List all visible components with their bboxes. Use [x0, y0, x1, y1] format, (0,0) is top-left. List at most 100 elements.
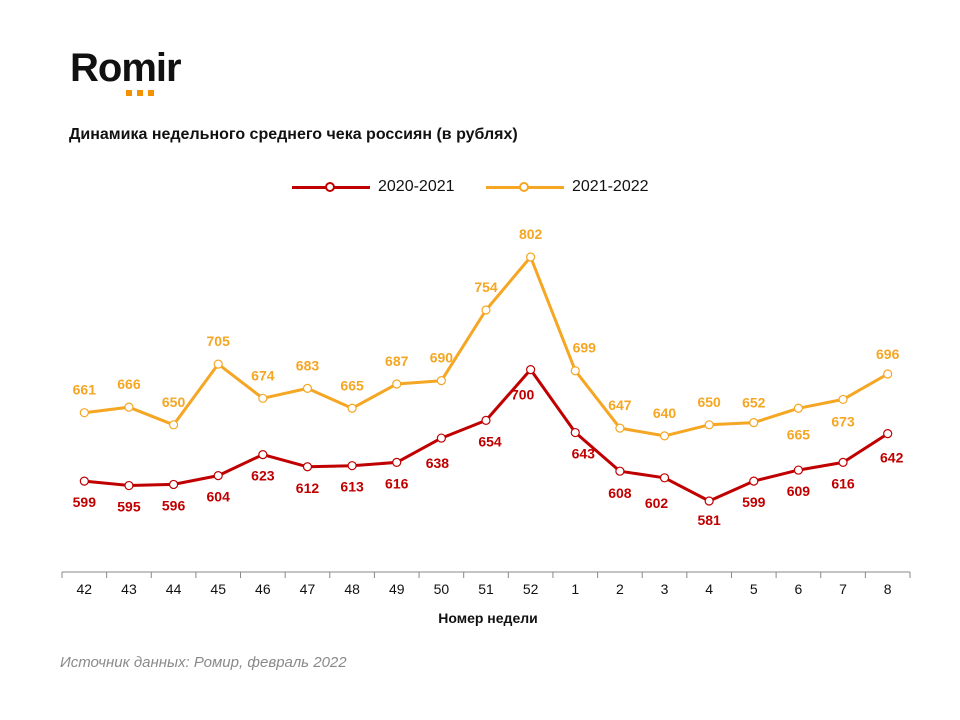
x-tick-label: 48: [344, 581, 360, 597]
x-tick-label: 7: [839, 581, 847, 597]
x-tick-label: 1: [571, 581, 579, 597]
data-point: [124, 480, 134, 491]
data-label: 650: [697, 394, 721, 410]
data-label: 616: [385, 475, 409, 491]
data-point: [258, 393, 268, 403]
data-point: [838, 457, 848, 467]
data-point: [659, 431, 670, 441]
data-label: 661: [73, 382, 97, 398]
data-label: 642: [880, 450, 904, 466]
legend-item-2020-2021: 2020-2021: [292, 178, 455, 196]
x-tick-label: 44: [166, 581, 182, 597]
data-label: 638: [426, 455, 450, 471]
x-tick-label: 6: [795, 581, 803, 597]
data-label: 690: [430, 350, 454, 366]
data-point: [79, 476, 89, 486]
data-point: [79, 408, 89, 418]
data-label: 640: [653, 405, 677, 421]
x-tick-label: 43: [121, 581, 137, 597]
x-tick-label: 46: [255, 581, 271, 597]
data-label: 643: [572, 446, 596, 462]
data-label: 609: [787, 483, 811, 499]
data-point: [526, 365, 536, 375]
data-label: 623: [251, 468, 275, 484]
data-point: [615, 466, 625, 476]
data-label: 666: [117, 376, 141, 392]
data-point: [347, 461, 357, 471]
data-point: [704, 496, 714, 506]
data-point: [481, 415, 491, 426]
data-label: 687: [385, 353, 409, 369]
data-label: 647: [608, 397, 632, 413]
x-tick-label: 42: [77, 581, 93, 597]
data-label: 654: [478, 433, 502, 449]
data-point: [883, 429, 893, 439]
x-tick-label: 51: [478, 581, 494, 597]
legend-label: 2020-2021: [378, 178, 455, 195]
data-point: [213, 471, 223, 481]
data-point: [570, 427, 580, 438]
data-point: [570, 366, 580, 376]
data-label: 754: [474, 279, 498, 295]
data-point: [302, 383, 313, 393]
data-point: [615, 423, 625, 433]
data-label: 665: [340, 377, 364, 393]
data-point: [392, 379, 402, 389]
data-point: [749, 476, 759, 486]
data-point: [883, 369, 893, 379]
data-point: [392, 457, 402, 467]
legend-label: 2021-2022: [572, 178, 649, 195]
data-point: [659, 473, 670, 483]
data-label: 595: [117, 499, 141, 515]
x-tick-label: 49: [389, 581, 405, 597]
data-label: 581: [697, 512, 721, 528]
data-label: 652: [742, 395, 766, 411]
x-tick-label: 5: [750, 581, 758, 597]
data-point: [793, 465, 804, 475]
data-label: 705: [207, 333, 231, 349]
data-point: [258, 450, 268, 460]
data-point: [168, 420, 179, 430]
x-tick-label: 50: [434, 581, 450, 597]
data-point: [302, 462, 313, 472]
data-label: 596: [162, 497, 186, 513]
data-point: [526, 252, 536, 262]
x-axis-title: Номер недели: [438, 610, 537, 626]
romir-logo: Romir: [70, 46, 182, 90]
legend-line-icon: [486, 181, 564, 192]
data-point: [704, 420, 714, 430]
data-label: 683: [296, 357, 320, 373]
x-tick-label: 3: [661, 581, 669, 597]
data-point: [124, 402, 134, 412]
data-point: [347, 403, 357, 413]
x-tick-label: 52: [523, 581, 539, 597]
data-label: 699: [573, 340, 597, 356]
data-label: 604: [207, 489, 231, 505]
x-tick-label: 47: [300, 581, 316, 597]
data-label: 665: [787, 426, 811, 442]
data-label: 608: [608, 485, 632, 501]
chart-title: Динамика недельного среднего чека россия…: [69, 126, 518, 143]
x-tick-label: 2: [616, 581, 624, 597]
data-point: [436, 433, 446, 443]
data-label: 650: [162, 394, 186, 410]
data-point: [213, 359, 223, 369]
data-label: 613: [340, 479, 364, 495]
data-label: 696: [876, 346, 900, 362]
data-label: 674: [251, 367, 275, 383]
data-label: 599: [742, 494, 766, 510]
data-label: 616: [831, 475, 855, 491]
data-label: 673: [831, 413, 855, 429]
data-point: [436, 376, 446, 386]
data-label: 599: [73, 494, 97, 510]
legend-line-icon: [292, 181, 370, 192]
source-note: Источник данных: Ромир, февраль 2022: [60, 654, 347, 671]
legend-item-2021-2022: 2021-2022: [486, 178, 649, 196]
logo-dots: [126, 90, 154, 96]
x-tick-label: 4: [705, 581, 713, 597]
data-label: 602: [645, 495, 669, 511]
data-label: 802: [519, 226, 543, 242]
x-tick-label: 45: [210, 581, 226, 597]
data-point: [749, 418, 759, 428]
